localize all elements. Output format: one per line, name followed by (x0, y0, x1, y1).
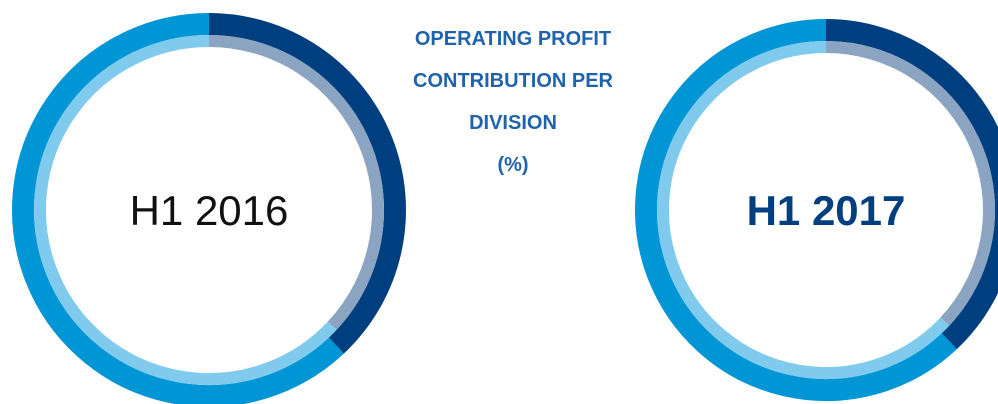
donut-segment (208, 35, 384, 330)
donut-segment (635, 19, 957, 401)
unit-label: (%) (497, 154, 529, 176)
chart-title: OPERATING PROFIT CONTRIBUTION PER DIVISI… (413, 28, 613, 134)
header: OPERATING PROFIT CONTRIBUTION PER DIVISI… (378, 18, 648, 186)
donut-segment (34, 35, 337, 385)
donut-segment (825, 19, 998, 350)
donut-segment (208, 13, 406, 354)
donut-segment (657, 41, 950, 379)
donut-label: H1 2016 (130, 187, 289, 234)
donut-label: H1 2017 (747, 187, 906, 234)
donut-segment (12, 13, 344, 404)
donut-segment (825, 41, 995, 326)
